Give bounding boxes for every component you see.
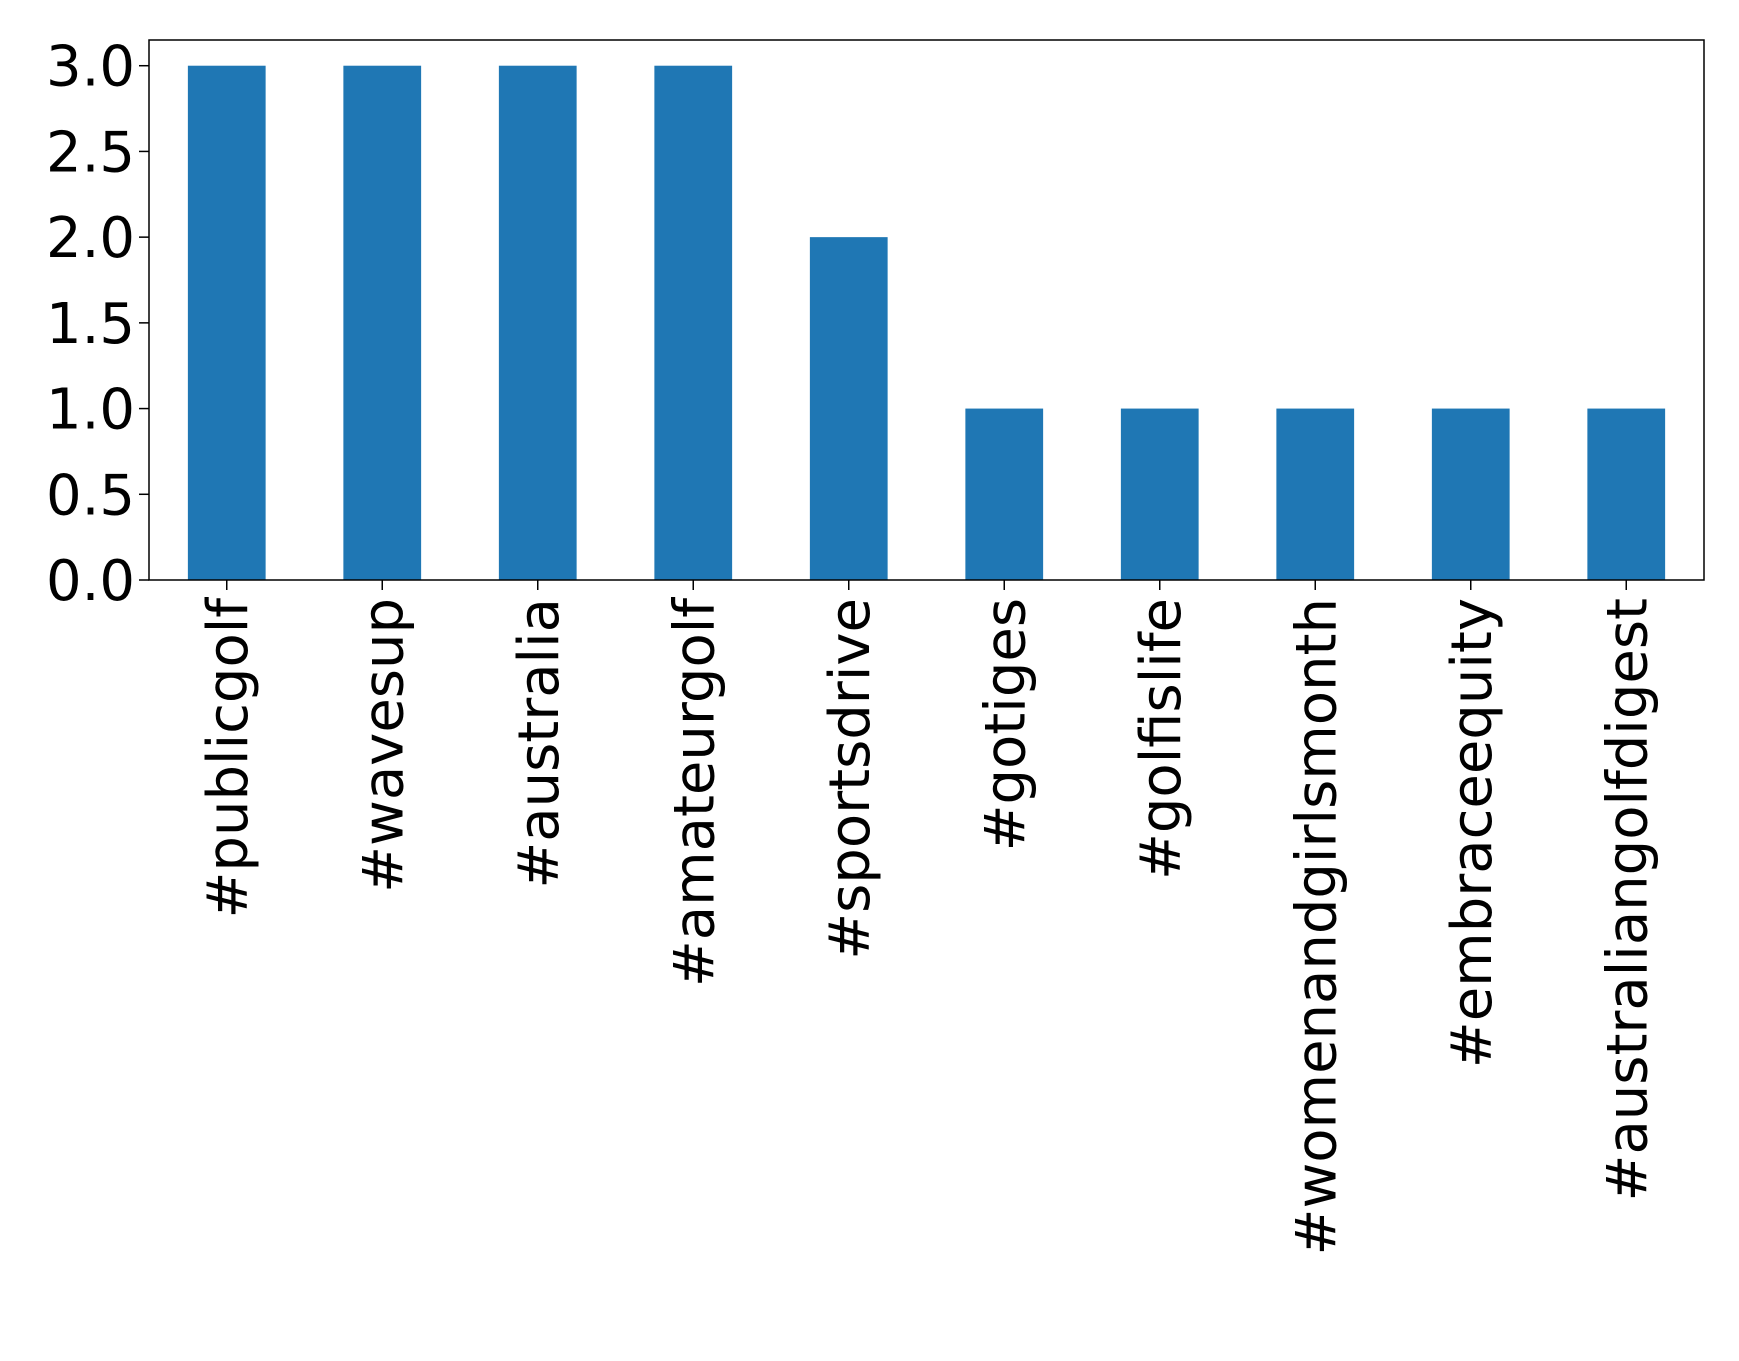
bar — [809, 237, 888, 580]
y-tick-label: 1.5 — [46, 292, 135, 357]
bar — [498, 65, 577, 580]
y-tick-label: 0.0 — [46, 549, 135, 614]
x-tick-label: #australiangolfdigest — [1595, 598, 1660, 1201]
y-axis: 0.0 0.5 1.0 1.5 2.0 2.5 3.0 — [46, 35, 149, 614]
x-tick-label: #publicgolf — [196, 597, 261, 919]
bar — [1431, 408, 1510, 580]
x-tick-label: #embraceequity — [1440, 598, 1505, 1068]
bar — [1120, 408, 1199, 580]
bar — [1587, 408, 1666, 580]
y-tick-label: 2.0 — [46, 206, 135, 271]
bar — [965, 408, 1044, 580]
x-tick-label: #wavesup — [351, 598, 416, 893]
x-tick-label: #gotiges — [973, 598, 1038, 851]
y-tick-label: 1.0 — [46, 378, 135, 443]
bars — [187, 65, 1666, 580]
x-tick-label: #australia — [507, 598, 572, 889]
bar — [343, 65, 422, 580]
y-tick-label: 3.0 — [46, 35, 135, 100]
x-tick-label: #amateurgolf — [662, 597, 727, 987]
y-tick-label: 0.5 — [46, 463, 135, 528]
x-axis: #publicgolf #wavesup #australia #amateurgol… — [196, 580, 1660, 1255]
x-tick-label: #sportsdrive — [818, 598, 883, 960]
plot-frame — [148, 39, 1705, 581]
x-tick-label: #golfislife — [1129, 598, 1194, 880]
bar — [1276, 408, 1355, 580]
bar — [187, 65, 266, 580]
y-tick-label: 2.5 — [46, 120, 135, 185]
bar — [654, 65, 733, 580]
x-tick-label: #womenandgirlsmonth — [1284, 598, 1349, 1255]
